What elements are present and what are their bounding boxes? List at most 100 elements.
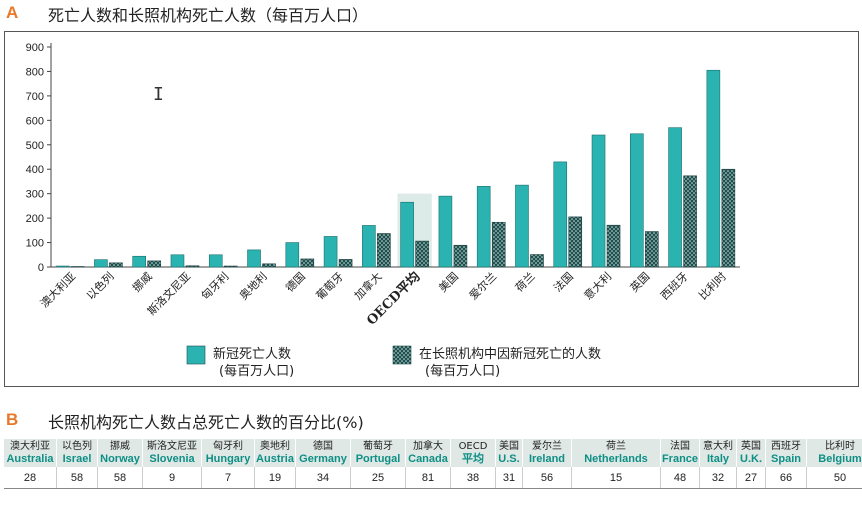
bar-ltc-deaths [453, 244, 468, 268]
x-category-label: 加拿大 [351, 269, 384, 302]
legend-label: 在长照机构中因新冠死亡的人数 [419, 346, 601, 362]
text-cursor-icon: I [153, 84, 164, 105]
bar-covid-deaths [94, 259, 108, 268]
table-header-cell: 挪威 Norway [97, 439, 143, 467]
legend-label: (每百万人口) [219, 363, 294, 379]
country-name-en: Ireland [528, 453, 566, 465]
x-category-label: 比利时 [696, 270, 729, 303]
country-name-en: France [661, 453, 699, 465]
table-header-cell: 意大利 Italy [699, 439, 737, 467]
country-name-zh: 斯洛文尼亚 [147, 441, 197, 452]
percentage-value: 32 [699, 467, 737, 489]
x-category-label: 德国 [282, 269, 307, 294]
country-name-en: Portugal [355, 453, 401, 465]
bar-ltc-deaths [683, 175, 697, 268]
country-name-en: Belgium [818, 453, 862, 465]
country-name-en: Spain [771, 453, 801, 465]
legend-swatch-covid [186, 345, 206, 365]
percentage-value: 38 [450, 467, 496, 489]
bar-covid-deaths [515, 184, 529, 268]
country-name-zh: 爱尔兰 [532, 441, 562, 452]
country-name-en: Austria [256, 453, 294, 465]
bar-covid-deaths [400, 201, 414, 268]
x-category-label: 挪威 [129, 269, 154, 294]
country-name-zh: 比利时 [825, 441, 855, 452]
bar-covid-deaths [362, 225, 376, 268]
panel-a-letter: A [6, 3, 19, 22]
percentage-value: 7 [201, 467, 255, 489]
bar-ltc-deaths [415, 240, 429, 268]
y-tick-label: 800 [26, 66, 44, 78]
country-name-en: 平均 [462, 453, 484, 465]
table-header-cell: 西班牙 Spain [765, 439, 807, 467]
y-tick-label: 700 [26, 91, 44, 103]
x-category-label: 爱尔兰 [467, 270, 500, 303]
bar-covid-deaths [476, 186, 491, 268]
country-name-zh: 挪威 [110, 441, 130, 452]
percentage-value: 56 [522, 467, 572, 489]
country-name-zh: 匈牙利 [213, 441, 243, 452]
y-tick-label: 300 [26, 189, 44, 201]
table-header-cell: 比利时 Belgium [806, 439, 862, 467]
country-name-en: Israel [62, 453, 92, 465]
bar-ltc-deaths [300, 258, 315, 268]
bar-ltc-deaths [338, 259, 353, 268]
bar-covid-deaths [132, 255, 146, 268]
table-header-cell: 英国 U.K. [736, 439, 766, 467]
x-category-label: 法国 [550, 269, 575, 294]
table-header-cell: 匈牙利 Hungary [201, 439, 255, 467]
panel-b-letter: B [6, 410, 19, 429]
table-header-cell: 加拿大 Canada [405, 439, 451, 467]
bar-covid-deaths [591, 134, 606, 268]
table-header-cell: OECD 平均 [450, 439, 496, 467]
table-value-row: 28 58 58 9 7 19 34 25 81 38 31 56 15 48 32 27 66 50 [4, 467, 862, 489]
x-category-label: 意大利 [581, 269, 614, 302]
bar-covid-deaths [553, 161, 568, 268]
y-tick-label: 200 [26, 213, 44, 225]
panel-a-title: 死亡人数和长照机构死亡人数（每百万人口） [48, 6, 369, 25]
y-tick-label: 0 [38, 262, 44, 274]
chart-frame: 0 100 200 300 400 500 600 700 800 900 澳大利亚 以色列 挪威 斯洛文… [4, 31, 859, 387]
bar-ltc-deaths [185, 265, 200, 268]
country-name-en: Norway [100, 453, 140, 465]
percentage-table: 澳大利亚 Australia 以色列 Israel 挪威 Norway 斯洛文尼亚 Slove… [4, 439, 862, 489]
bar-covid-deaths [668, 127, 682, 268]
percentage-value: 50 [806, 467, 862, 489]
percentage-value: 66 [765, 467, 807, 489]
x-category-label: 西班牙 [658, 270, 691, 303]
table-header-cell: 葡萄牙 Portugal [350, 439, 406, 467]
bar-ltc-deaths [530, 254, 544, 268]
table-header-cell: 德国 Germany [295, 439, 351, 467]
bar-ltc-deaths [262, 263, 276, 268]
bar-ltc-deaths [223, 265, 238, 268]
country-name-zh: 德国 [313, 441, 333, 452]
bar-covid-deaths [170, 254, 185, 268]
country-name-zh: OECD [458, 441, 488, 452]
table-header-cell: 法国 France [660, 439, 700, 467]
bar-ltc-deaths [645, 231, 659, 268]
bar-ltc-deaths [606, 224, 621, 268]
y-tick-label: 600 [26, 115, 44, 127]
x-category-label: 以色列 [83, 269, 116, 302]
table-header-cell: 澳大利亚 Australia [4, 439, 57, 467]
bar-covid-deaths [247, 249, 261, 268]
table-header-cell: 爱尔兰 Ireland [522, 439, 572, 467]
country-name-en: Canada [408, 453, 448, 465]
bar-ltc-deaths [147, 260, 161, 268]
x-category-label: 荷兰 [513, 270, 538, 295]
bar-covid-deaths [55, 265, 70, 268]
percentage-value: 58 [97, 467, 143, 489]
panel-b-title: 长照机构死亡人数占总死亡人数的百分比(%) [48, 413, 364, 432]
percentage-value: 81 [405, 467, 451, 489]
table-header-cell: 美国 U.S. [495, 439, 523, 467]
country-name-zh: 意大利 [703, 441, 733, 452]
percentage-value: 25 [350, 467, 406, 489]
legend-label: (每百万人口) [425, 363, 500, 379]
percentage-value: 28 [4, 467, 57, 489]
bar-ltc-deaths [109, 262, 123, 268]
x-category-label: 奥地利 [236, 269, 269, 302]
country-name-zh: 以色列 [62, 441, 92, 452]
legend-label: 新冠死亡人数 [213, 346, 291, 362]
y-tick-label: 500 [26, 140, 44, 152]
percentage-value: 58 [56, 467, 98, 489]
